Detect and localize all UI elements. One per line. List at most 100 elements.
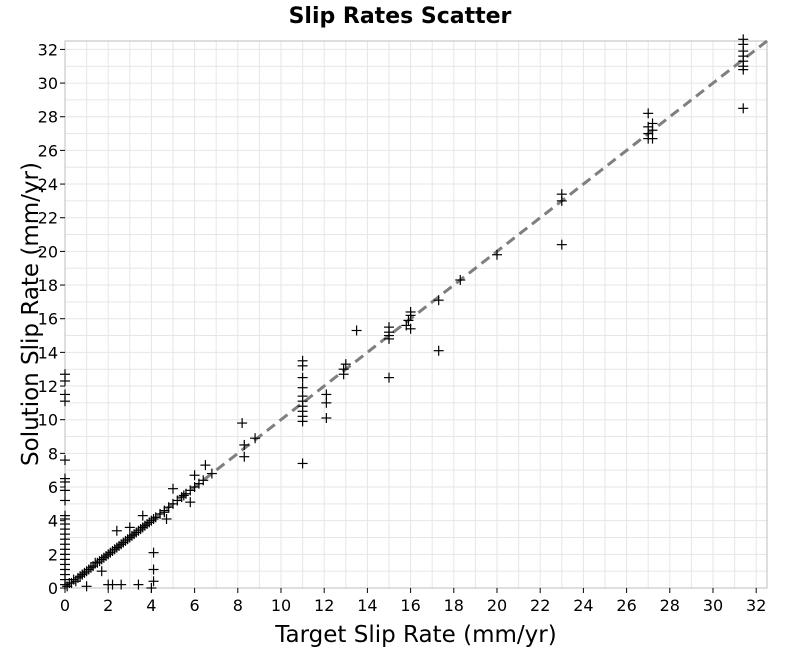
x-tick-label: 10 <box>271 596 291 615</box>
y-tick-label: 4 <box>48 512 58 531</box>
scatter-point <box>237 418 248 429</box>
scatter-point <box>148 576 159 587</box>
y-tick-label: 22 <box>38 209 58 228</box>
y-tick-label: 14 <box>38 343 58 362</box>
x-tick-label: 22 <box>530 596 550 615</box>
y-tick-label: 20 <box>38 242 58 261</box>
y-tick-label: 18 <box>38 276 58 295</box>
x-tick-label: 18 <box>444 596 464 615</box>
scatter-point <box>137 510 148 521</box>
x-tick-label: 14 <box>357 596 377 615</box>
scatter-point <box>116 579 127 590</box>
x-tick-label: 4 <box>146 596 156 615</box>
scatter-point <box>133 579 144 590</box>
scatter-point <box>60 510 70 521</box>
scatter-point <box>111 525 122 536</box>
scatter-point <box>338 364 349 375</box>
scatter-point <box>107 579 118 590</box>
x-tick-label: 24 <box>573 596 593 615</box>
scatter-point <box>647 133 658 144</box>
scatter-point <box>321 389 332 400</box>
scatter-point <box>643 108 654 119</box>
x-axis-label: Target Slip Rate (mm/yr) <box>274 622 556 648</box>
scatter-point <box>321 397 332 408</box>
scatter-point <box>148 547 159 558</box>
x-tick-label: 32 <box>746 596 766 615</box>
scatter-point <box>384 372 394 383</box>
y-tick-label: 28 <box>38 108 58 127</box>
scatter-point <box>340 359 351 370</box>
x-tick-label: 0 <box>60 596 70 615</box>
x-tick-label: 30 <box>703 596 723 615</box>
y-tick-label: 8 <box>48 444 58 463</box>
x-tick-label: 20 <box>487 596 507 615</box>
scatter-point <box>297 360 308 371</box>
scatter-point <box>60 389 70 400</box>
scatter-point <box>297 382 308 393</box>
scatter-point <box>161 513 172 524</box>
scatter-point <box>239 451 250 462</box>
y-tick-label: 6 <box>48 478 58 497</box>
scatter-point <box>433 345 444 356</box>
y-tick-label: 0 <box>48 579 58 598</box>
scatter-point <box>297 458 308 469</box>
x-tick-label: 8 <box>233 596 243 615</box>
scatter-point <box>60 455 70 466</box>
x-tick-label: 6 <box>190 596 200 615</box>
plot-frame <box>64 40 768 589</box>
scatter-point <box>405 323 416 334</box>
y-tick-label: 24 <box>38 175 58 194</box>
x-tick-label: 2 <box>103 596 113 615</box>
scatter-point <box>403 315 414 326</box>
y-tick-label: 2 <box>48 545 58 564</box>
points-layer <box>60 34 749 593</box>
y-tick-label: 32 <box>38 40 58 59</box>
scatter-point <box>455 274 466 285</box>
scatter-point <box>384 322 394 333</box>
y-tick-label: 16 <box>38 310 58 329</box>
x-tick-label: 26 <box>616 596 636 615</box>
y-axis-label: Solution Slip Rate (mm/yr) <box>18 162 44 466</box>
scatter-point <box>60 485 70 496</box>
tick-layer: 0 2 4 6 8 10 12 14 16 18 20 22 24 26 28 30 3202468101214… <box>38 40 767 615</box>
scatter-point <box>148 513 159 524</box>
scatter-point <box>198 475 209 486</box>
scatter-point <box>81 581 92 592</box>
scatter-point <box>321 413 332 424</box>
x-tick-label: 16 <box>400 596 420 615</box>
scatter-point <box>200 460 211 471</box>
scatter-point <box>168 483 178 494</box>
scatter-point <box>68 574 79 585</box>
scatter-point <box>297 372 308 383</box>
scatter-point <box>433 295 444 306</box>
scatter-point <box>96 566 107 577</box>
scatter-point <box>148 564 159 575</box>
scatter-point <box>189 470 200 481</box>
scatter-point <box>60 369 70 380</box>
y-tick-label: 10 <box>38 411 58 430</box>
reference-line <box>64 39 768 590</box>
scatter-point <box>178 490 189 501</box>
scatter-point <box>206 468 217 479</box>
reference-line-layer <box>64 39 768 590</box>
chart-title: Slip Rates Scatter <box>289 4 512 29</box>
y-tick-label: 26 <box>38 141 58 160</box>
grid-layer <box>64 41 767 589</box>
y-tick-label: 12 <box>38 377 58 396</box>
scatter-point <box>159 505 170 516</box>
x-tick-label: 12 <box>314 596 334 615</box>
scatter-point <box>492 249 502 260</box>
y-tick-label: 30 <box>38 74 58 93</box>
scatter-point <box>250 433 261 444</box>
scatter-point <box>647 118 658 129</box>
scatter-point <box>185 497 196 508</box>
scatter-point <box>60 495 70 506</box>
scatter-point <box>738 103 749 114</box>
scatter-point <box>405 306 416 317</box>
scatter-point <box>239 439 250 450</box>
scatter-point <box>124 522 135 533</box>
scatter-point <box>351 325 362 336</box>
x-tick-label: 28 <box>660 596 680 615</box>
scatter-point <box>297 416 308 427</box>
scatter-point <box>60 473 70 484</box>
